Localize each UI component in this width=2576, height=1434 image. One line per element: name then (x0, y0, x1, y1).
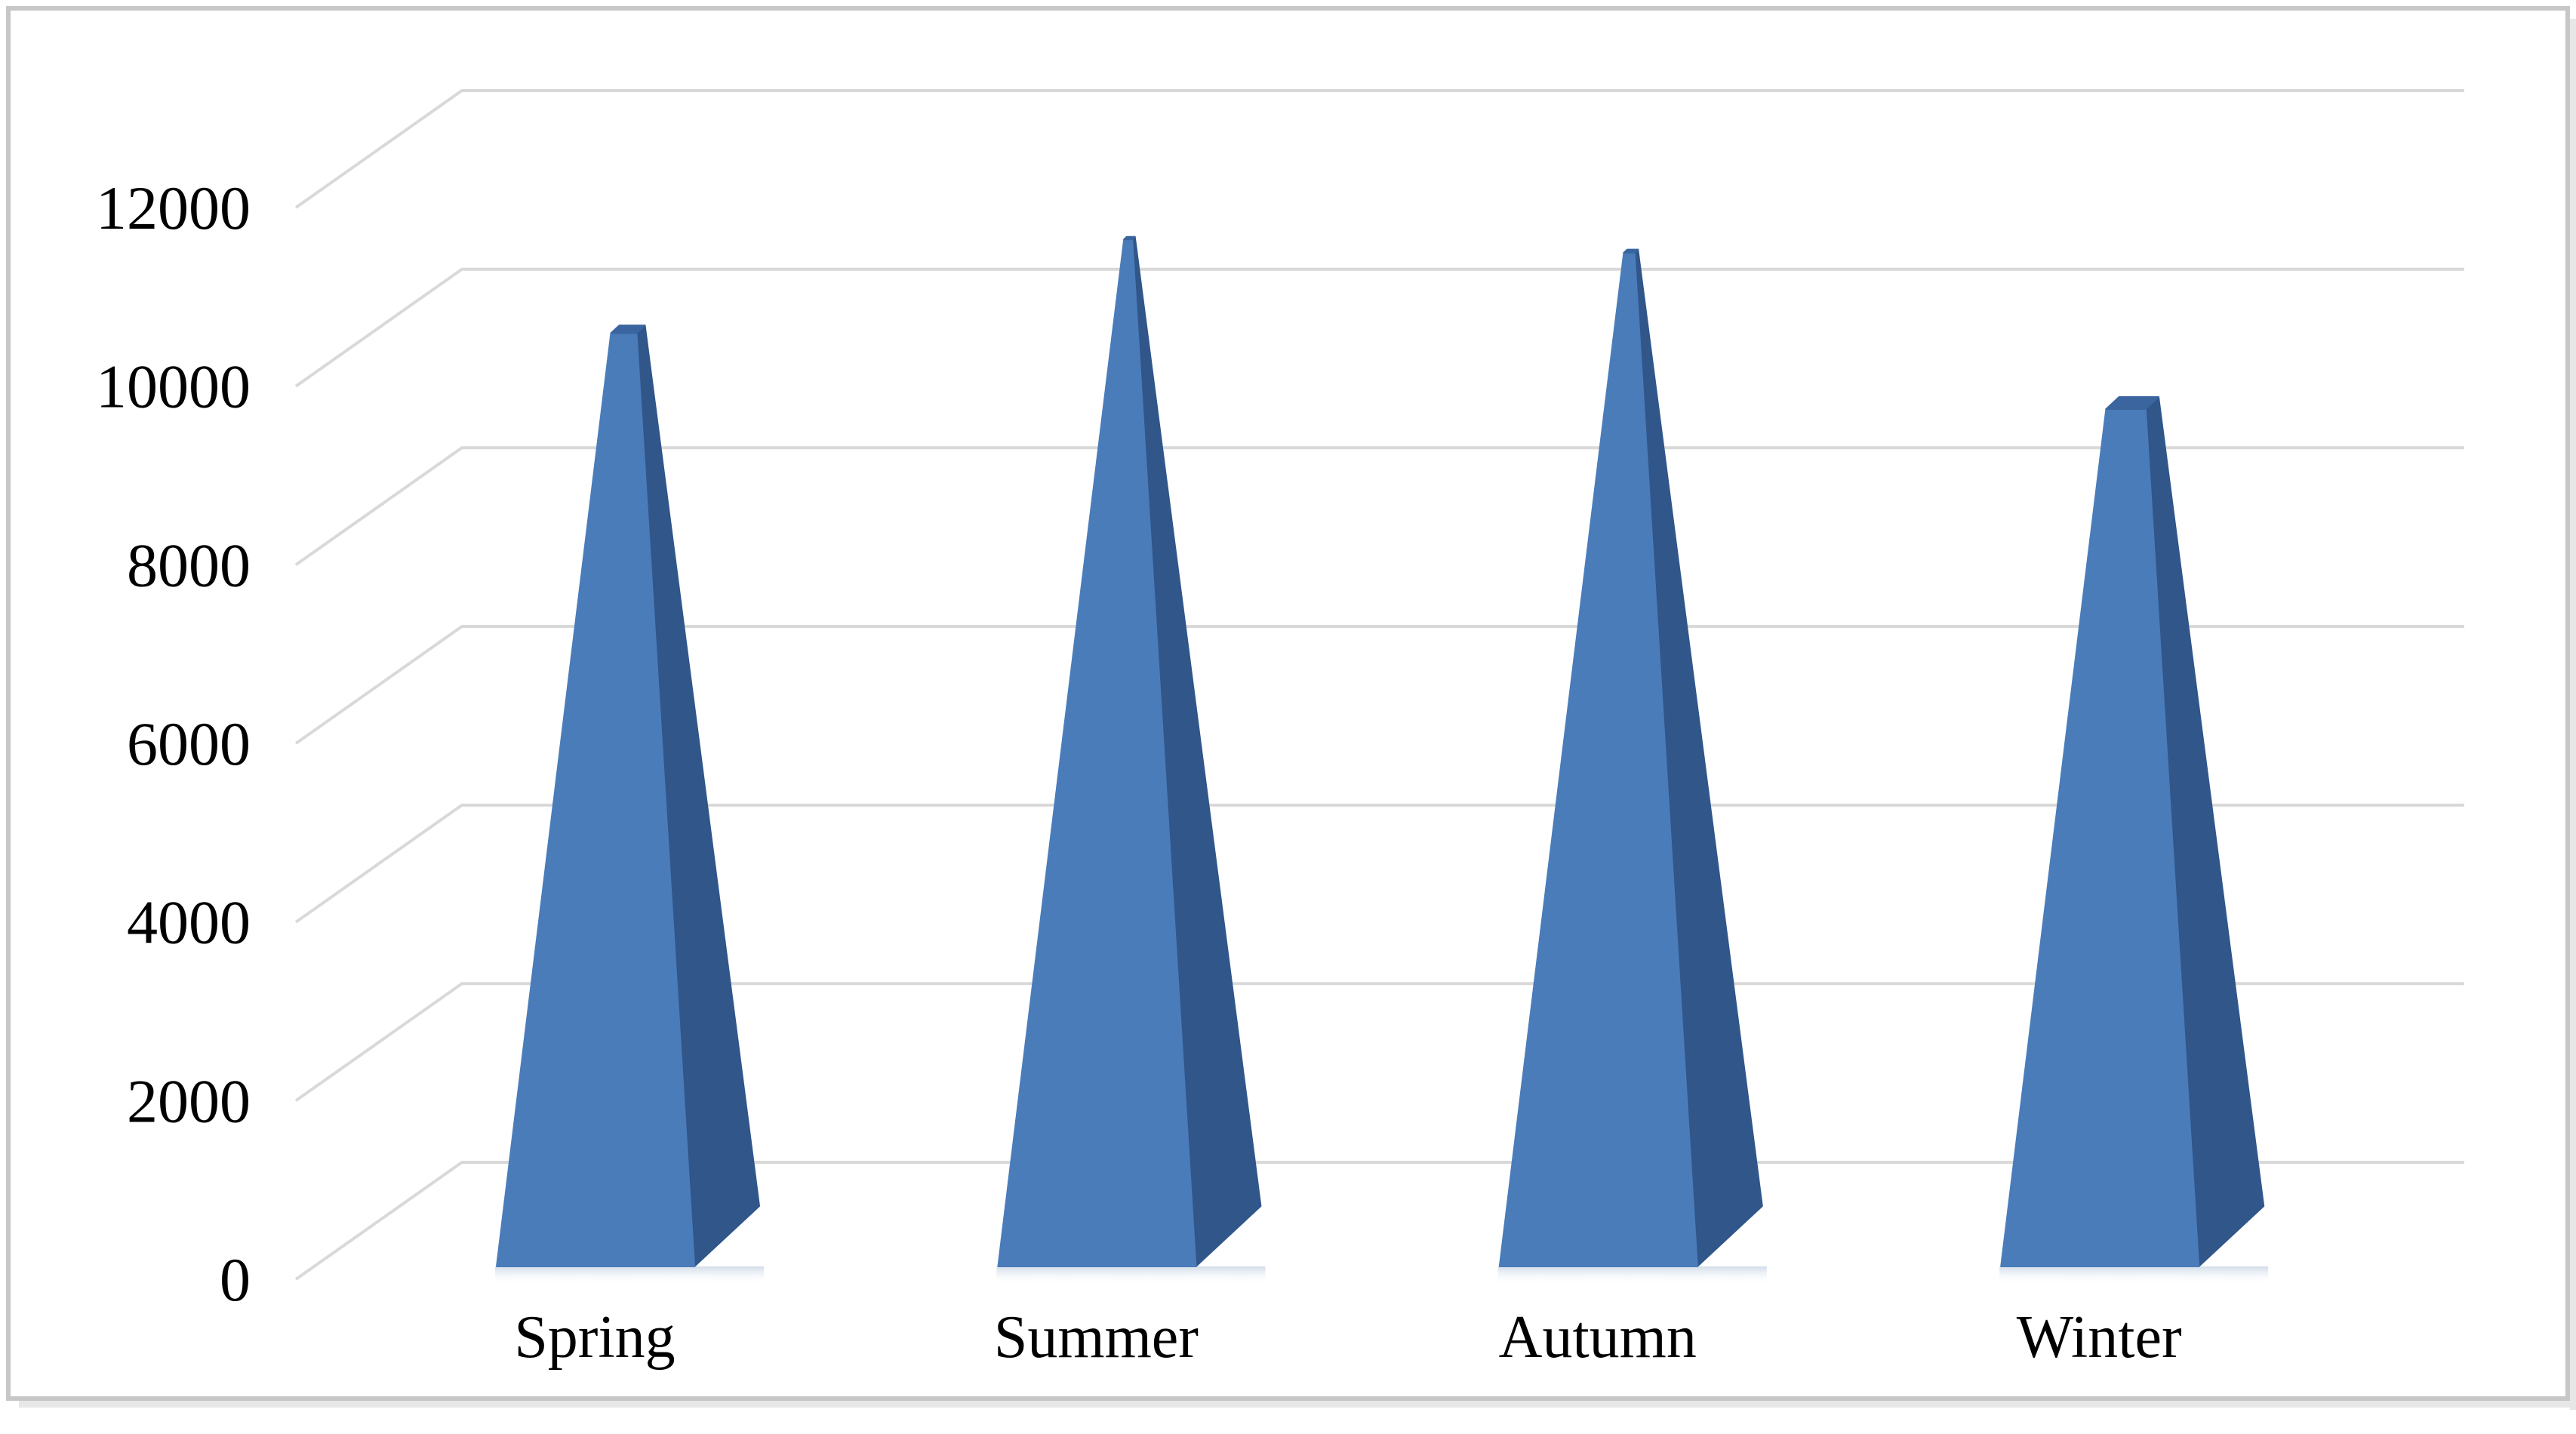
pyramid-base-shadow (996, 1266, 1266, 1285)
pyramid-bar-autumn (1497, 248, 1767, 1285)
gridline-8000 (294, 446, 2464, 566)
pyramid-base-shadow (1497, 1266, 1767, 1285)
bars-group (495, 235, 2269, 1285)
x-category-label-summer: Summer (994, 1304, 1199, 1371)
pyramid-summer-top-face (1123, 235, 1136, 241)
x-category-label-spring: Spring (514, 1304, 675, 1371)
y-tick-label-4000: 4000 (127, 888, 251, 957)
y-tick-label-12000: 12000 (96, 174, 251, 242)
y-tick-label-10000: 10000 (96, 352, 251, 421)
pyramid-autumn-top-face (1623, 248, 1639, 254)
pyramid-winter-top-face (2105, 396, 2159, 410)
gridline-6000 (294, 625, 2464, 745)
gridlines-group (294, 89, 2464, 1281)
y-tick-label-2000: 2000 (127, 1066, 251, 1135)
pyramid-bar-spring (495, 325, 764, 1285)
labels-group: 0 2000 4000 6000 8000 10000 12000 Spring Summer A… (96, 174, 2182, 1371)
gridline-0 (294, 1161, 2464, 1281)
gridline-4000 (294, 803, 2464, 924)
frame-shadow-right (2570, 19, 2576, 1410)
gridline-12000 (294, 89, 2464, 209)
pyramid-base-shadow (495, 1266, 764, 1285)
pyramid-base-shadow (1999, 1266, 2269, 1285)
y-tick-label-6000: 6000 (127, 709, 251, 778)
pyramid-bar-summer (996, 235, 1266, 1285)
pyramid-spring-top-face (610, 325, 646, 334)
gridline-10000 (294, 267, 2464, 388)
x-category-label-autumn: Autumn (1499, 1304, 1697, 1371)
y-tick-label-0: 0 (220, 1245, 251, 1314)
gridline-2000 (294, 982, 2464, 1102)
frame-shadow-bottom (19, 1401, 2576, 1408)
x-category-label-winter: Winter (2017, 1304, 2182, 1371)
y-tick-label-8000: 8000 (127, 531, 251, 599)
pyramid-bar-winter (1999, 396, 2269, 1285)
figure-border (6, 6, 2570, 1401)
